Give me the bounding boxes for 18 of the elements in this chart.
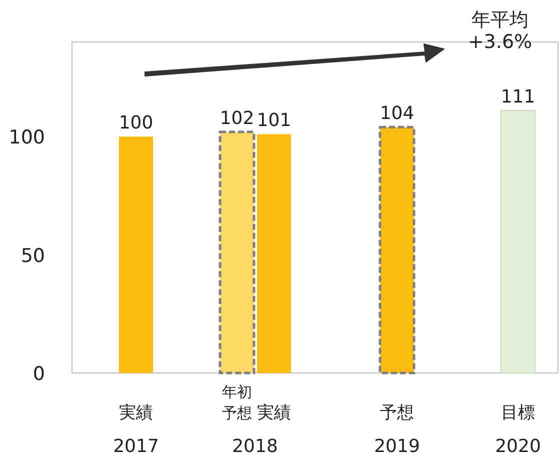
text: 2019	[374, 436, 420, 457]
text: 2018	[232, 436, 278, 457]
text: 2020	[495, 436, 541, 457]
data-label: 104	[380, 103, 414, 124]
annotation: 年平均 +3.6%	[468, 9, 532, 53]
x-tick-label: 年初予想	[222, 383, 252, 422]
x-tick-label: 実績	[257, 403, 291, 423]
data-label: 111	[500, 86, 536, 108]
data-label: 100	[118, 112, 154, 134]
text: 2017	[113, 436, 159, 457]
x-tick-label: 予想	[380, 403, 414, 423]
data-label: 102	[220, 108, 254, 129]
x-tick-label: 実績	[119, 403, 153, 423]
y-tick-label: 50	[20, 244, 45, 267]
data-label: 101	[256, 110, 292, 132]
x-tick-label: 目標	[501, 403, 535, 423]
y-tick-label: 0	[32, 363, 45, 385]
y-tick-label: 100	[8, 126, 45, 149]
